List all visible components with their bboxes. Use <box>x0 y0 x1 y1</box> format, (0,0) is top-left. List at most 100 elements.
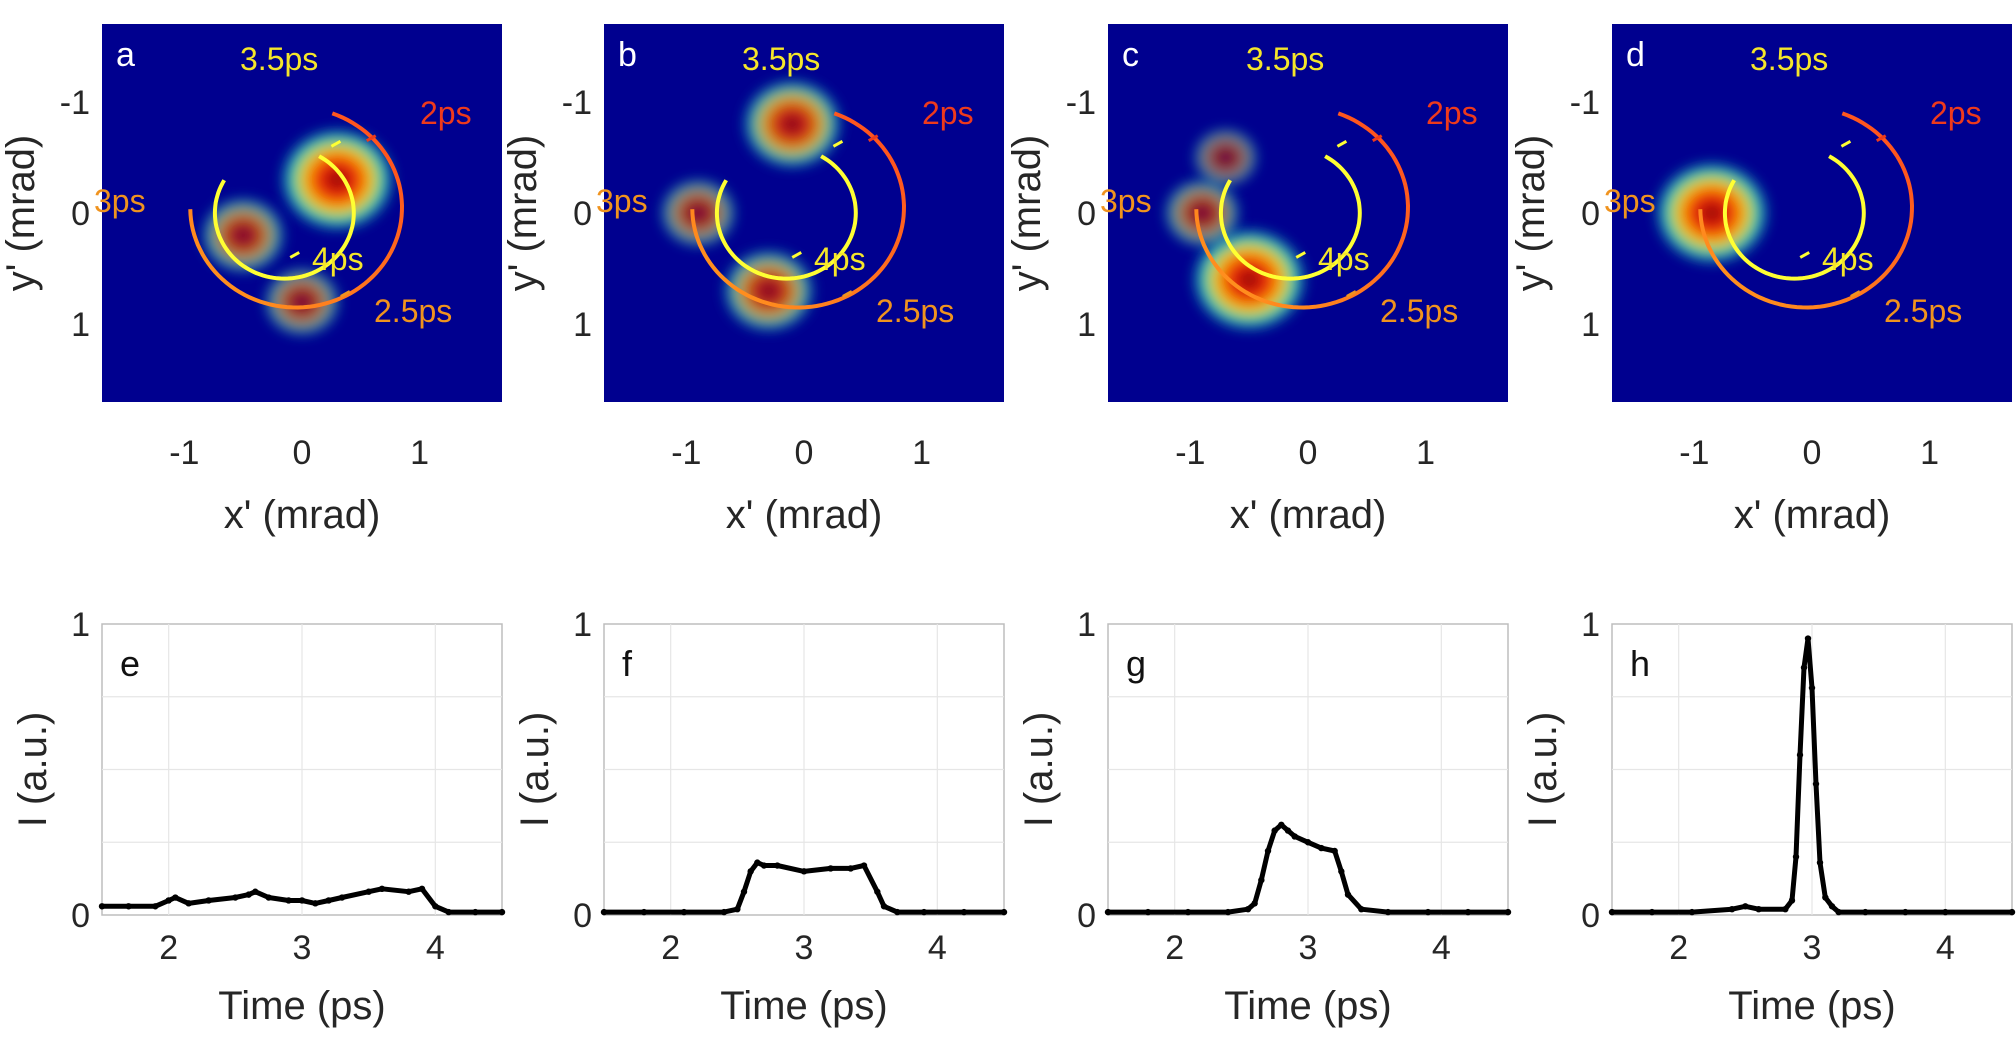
ring-label-2ps: 2ps <box>420 95 472 131</box>
x-tick-label: 0 <box>1299 434 1318 472</box>
y-axis-label: I (a.u.) <box>513 712 557 828</box>
x-tick-label: 2 <box>661 929 680 967</box>
data-point <box>445 908 452 916</box>
y-tick-label: 1 <box>71 306 90 344</box>
x-tick-label: 0 <box>795 434 814 472</box>
outer-ring <box>1194 111 1411 310</box>
x-tick-label: 3 <box>293 929 312 967</box>
y-axis-label: y' (mrad) <box>1005 135 1049 292</box>
data-point <box>740 888 748 895</box>
line-panel-g: g 2 3 4 0 1 Time (ps) I (a.u.) <box>1017 606 1512 1028</box>
data-point <box>1291 833 1298 840</box>
x-tick-label: 1 <box>1416 434 1435 472</box>
data-point <box>1792 853 1800 860</box>
density-blob <box>718 245 819 336</box>
ring-label-4ps: 4ps <box>814 241 866 277</box>
data-point <box>285 897 292 904</box>
data-point <box>1000 908 1008 916</box>
y-tick-label: -1 <box>1570 84 1600 122</box>
y-tick-label: 0 <box>1077 897 1096 935</box>
ring-label-2ps: 2ps <box>922 95 974 131</box>
ring-tick-3.5ps <box>1840 139 1852 148</box>
panel-letter: f <box>622 643 633 684</box>
inner-ring <box>714 154 858 281</box>
data-point <box>1464 908 1472 916</box>
ring-label-3ps: 3ps <box>1100 183 1152 219</box>
x-axis-label: x' (mrad) <box>1230 493 1387 537</box>
inner-ring <box>212 154 356 281</box>
panel-letter: a <box>116 36 135 74</box>
ring-tick-2ps <box>867 134 879 143</box>
ring-label-4ps: 4ps <box>1318 241 1370 277</box>
data-point <box>1816 859 1824 866</box>
x-tick-label: -1 <box>1175 434 1205 472</box>
panel-letter: g <box>1126 643 1146 684</box>
line-panel-f: f 2 3 4 0 1 Time (ps) I (a.u.) <box>513 606 1008 1028</box>
x-tick-label: 3 <box>1803 929 1822 967</box>
data-point <box>1902 908 1909 916</box>
y-tick-label: 0 <box>71 195 90 233</box>
y-tick-label: 1 <box>573 606 592 644</box>
ring-label-2.5ps: 2.5ps <box>1884 293 1962 329</box>
ring-label-4ps: 4ps <box>312 241 364 277</box>
data-point <box>960 908 968 916</box>
x-tick-label: 3 <box>795 929 814 967</box>
data-point <box>1504 908 1512 916</box>
data-point <box>1104 908 1112 916</box>
data-point <box>827 865 834 872</box>
heatmap-panel-d: 3.5ps 2ps 3ps 4ps 2.5ps d -1 0 1 -1 0 1 x' (mrad) y' … <box>1509 24 2012 537</box>
data-point <box>185 900 192 907</box>
data-point <box>325 897 332 904</box>
x-tick-label: 4 <box>426 929 445 967</box>
data-point <box>172 894 179 901</box>
data-point <box>378 885 386 893</box>
inner-ring <box>1722 154 1866 281</box>
ring-label-3.5ps: 3.5ps <box>1750 41 1828 77</box>
data-point <box>1812 780 1820 788</box>
y-tick-label: -1 <box>562 84 592 122</box>
data-point <box>1804 635 1812 642</box>
ring-label-3ps: 3ps <box>596 183 648 219</box>
data-point <box>252 888 259 895</box>
data-point <box>245 891 252 898</box>
data-point <box>1728 905 1736 913</box>
data-point <box>1608 908 1616 916</box>
data-point <box>1742 903 1749 910</box>
y-tick-label: -1 <box>1066 84 1096 122</box>
y-tick-label: 1 <box>1581 306 1600 344</box>
x-tick-label: 4 <box>1936 929 1955 967</box>
data-point <box>747 868 754 875</box>
ring-tick-3.5ps <box>832 139 844 148</box>
density-blob <box>260 264 344 340</box>
density-blob <box>275 123 400 236</box>
data-point <box>2008 908 2016 916</box>
ring-tick-3.5ps <box>1336 139 1348 148</box>
data-point <box>1800 664 1808 671</box>
data-point <box>432 903 439 910</box>
data-point <box>1822 894 1829 901</box>
x-axis-label: x' (mrad) <box>224 493 381 537</box>
y-tick-label: 1 <box>71 606 90 644</box>
density-blob <box>197 193 290 277</box>
data-point <box>734 905 741 913</box>
data-point <box>1358 905 1365 913</box>
panels-layer: 3.5ps 2ps 3ps 4ps 2.5ps a -1 0 1 -1 0 1 x' (mrad) y' … <box>0 24 2016 1028</box>
ring-tick-2ps <box>1371 134 1383 143</box>
y-axis-label: y' (mrad) <box>501 135 545 292</box>
data-point <box>1424 908 1432 916</box>
intensity-line <box>1105 822 1511 915</box>
density-blob <box>1187 223 1312 336</box>
data-point <box>338 894 346 901</box>
data-point <box>920 908 928 916</box>
y-tick-label: 0 <box>1581 195 1600 233</box>
data-point <box>1835 908 1842 916</box>
data-point <box>472 908 479 916</box>
data-point <box>125 903 132 910</box>
data-point <box>165 897 172 904</box>
density-blob <box>738 75 847 173</box>
panel-letter: c <box>1122 36 1139 74</box>
y-tick-label: 1 <box>1581 606 1600 644</box>
data-point <box>265 894 272 901</box>
data-point <box>1942 908 1949 916</box>
x-tick-label: 4 <box>1432 929 1451 967</box>
